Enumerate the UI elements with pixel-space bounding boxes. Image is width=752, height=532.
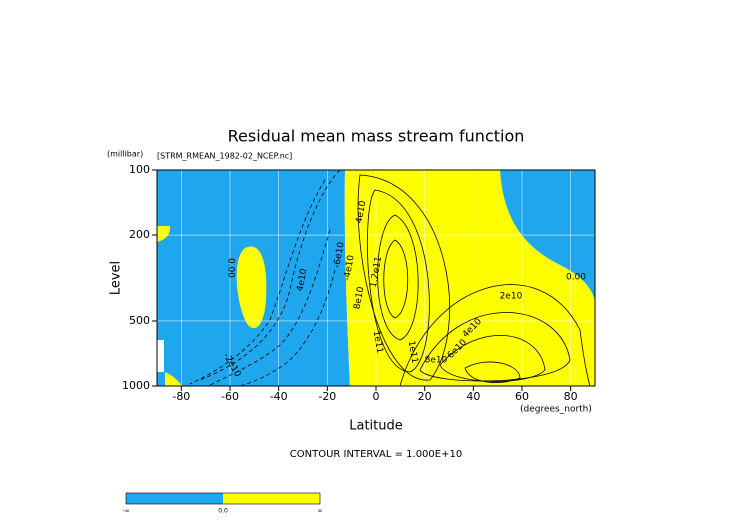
contour-label: 0.00	[566, 273, 586, 283]
missing-data	[157, 340, 164, 372]
x-tick-label: -60	[221, 390, 239, 403]
contour-label: 4e10	[296, 268, 310, 292]
colorbar	[125, 492, 321, 505]
colorbar-frame	[125, 492, 321, 505]
contour-lines	[189, 169, 591, 387]
y-unit: (millibar)	[107, 150, 143, 159]
contour-interval: CONTOUR INTERVAL = 1.000E+10	[290, 449, 462, 460]
x-tick-label: -40	[270, 390, 288, 403]
colorbar-label: 0.0	[218, 508, 228, 515]
y-tick-label: 1000	[122, 379, 150, 392]
subtitle: [STRM_RMEAN_1982-02_NCEP.nc]	[157, 152, 292, 161]
x-tick-label: 0	[373, 390, 380, 403]
colorbar-negative	[126, 493, 223, 504]
contour-label: 4e10	[355, 200, 369, 224]
y-axis-label: Level	[109, 261, 124, 295]
x-tick-label: -20	[318, 390, 336, 403]
positive-region	[236, 246, 267, 329]
y-tick-label: 500	[129, 314, 150, 327]
x-tick-label: -80	[172, 390, 190, 403]
contour-label: 1e11	[371, 330, 385, 354]
contour-label: -4e10	[342, 254, 356, 282]
contour-label: 8e10	[425, 356, 448, 366]
positive-region	[165, 372, 182, 386]
colorbar-positive	[223, 493, 320, 504]
chart-title: Residual mean mass stream function	[228, 127, 525, 146]
contour-label: 0.00	[226, 258, 236, 278]
colorbar-label: ∞	[318, 508, 323, 515]
x-tick-label: 20	[418, 390, 432, 403]
y-tick-label: 200	[129, 228, 150, 241]
x-tick-label: 40	[466, 390, 480, 403]
x-unit: (degrees_north)	[520, 405, 592, 415]
x-axis-label: Latitude	[349, 419, 403, 434]
contour-label: 2e10	[500, 292, 523, 302]
positive-region	[157, 226, 171, 242]
contour-label: 1e11	[406, 340, 420, 364]
positive-region	[344, 170, 595, 386]
colorbar-label: -∞	[122, 508, 129, 515]
x-tick-label: 60	[515, 390, 529, 403]
contour-label: -6e10	[332, 241, 346, 269]
y-tick-label: 100	[129, 163, 150, 176]
contour-label: 8e10	[353, 286, 367, 310]
x-tick-label: 80	[564, 390, 578, 403]
